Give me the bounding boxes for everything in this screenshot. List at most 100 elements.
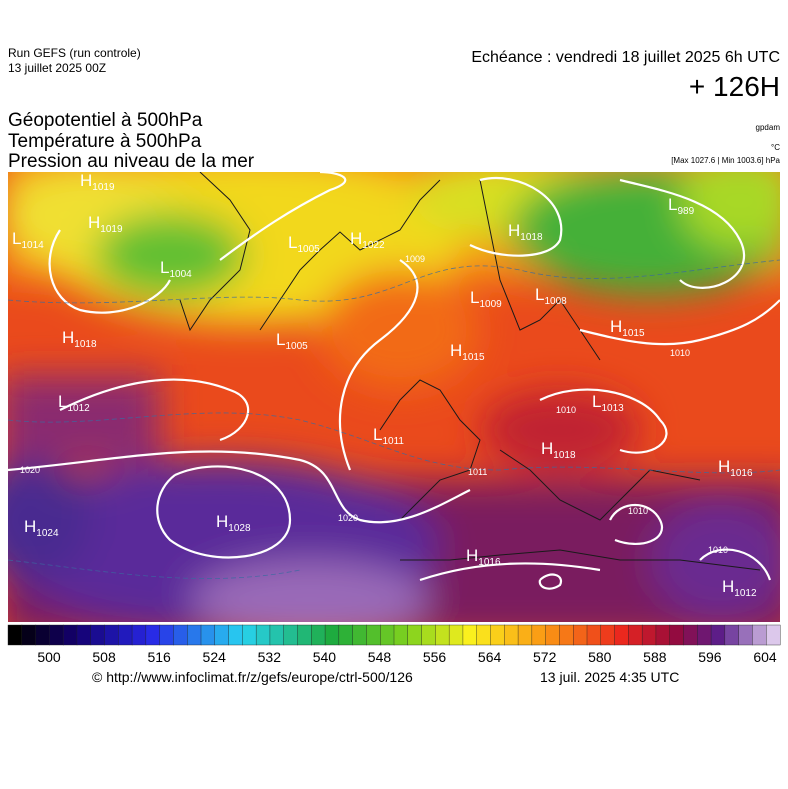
- pressure-center: L1011: [373, 425, 404, 447]
- isobar-label: 1020: [20, 465, 40, 475]
- pressure-center: H1016: [718, 457, 753, 479]
- pressure-center: H1018: [62, 328, 97, 350]
- colorbar-swatch: [311, 624, 326, 646]
- colorbar-swatch: [366, 624, 381, 646]
- center-value: 1015: [622, 328, 645, 339]
- colorbar-swatch: [738, 624, 753, 646]
- center-value: 1019: [92, 182, 115, 193]
- colorbar-swatch: [504, 624, 519, 646]
- colorbar-tick-label: 532: [258, 649, 282, 665]
- colorbar-swatch: [641, 624, 657, 646]
- pressure-center: H1015: [610, 317, 645, 339]
- center-value: 1008: [544, 296, 567, 307]
- pressure-center: H1019: [80, 171, 115, 193]
- colorbar-swatch: [462, 624, 478, 646]
- colorbar-tick-label: 508: [92, 649, 116, 665]
- center-letter: H: [718, 457, 730, 476]
- pressure-center: L1009: [470, 288, 502, 310]
- colorbar-tick-label: 540: [313, 649, 337, 665]
- isobar-label: 1009: [405, 254, 425, 264]
- colorbar-swatch: [435, 624, 450, 646]
- colorbar-swatch: [586, 624, 602, 646]
- unit-temperature: °C: [771, 143, 780, 152]
- generation-time: 13 juil. 2025 4:35 UTC: [540, 669, 679, 685]
- pressure-center: L1013: [592, 392, 624, 414]
- center-value: 1015: [462, 352, 485, 363]
- center-letter: H: [610, 317, 622, 336]
- center-value: 1018: [553, 450, 576, 461]
- colorbar-swatch: [766, 624, 781, 646]
- title-pressure: Pression au niveau de la mer: [8, 151, 255, 172]
- center-letter: L: [12, 229, 21, 248]
- center-letter: L: [470, 288, 479, 307]
- colorbar-swatch: [187, 624, 202, 646]
- colorbar-swatch: [476, 624, 492, 646]
- colorbar-tick-label: 500: [37, 649, 61, 665]
- center-letter: H: [216, 512, 228, 531]
- center-value: 1012: [734, 588, 757, 599]
- colorbar-tick-label: 588: [643, 649, 667, 665]
- colorbar-swatch: [242, 624, 257, 646]
- colorbar-swatch: [297, 624, 312, 646]
- colorbar-swatch: [76, 624, 92, 646]
- colorbar-swatch: [752, 624, 767, 646]
- pressure-center: L1014: [12, 229, 44, 251]
- center-value: 1022: [362, 240, 385, 251]
- colorbar-swatch: [338, 624, 354, 646]
- center-letter: L: [288, 233, 297, 252]
- colorbar-swatch: [490, 624, 505, 646]
- pressure-center: L1005: [276, 330, 308, 352]
- colorbar-tick-label: 516: [147, 649, 171, 665]
- colorbar-swatch: [49, 624, 64, 646]
- colorbar-swatch: [104, 624, 119, 646]
- title-geopotential: Géopotentiel à 500hPa: [8, 110, 203, 131]
- title-temperature: Température à 500hPa: [8, 131, 202, 152]
- pressure-center: L1012: [58, 392, 90, 414]
- pressure-center: H1028: [216, 512, 251, 534]
- colorbar-swatch: [655, 624, 671, 646]
- center-value: 989: [677, 206, 694, 217]
- colorbar-tick-label: 548: [368, 649, 392, 665]
- center-letter: H: [466, 546, 478, 565]
- source-url: © http://www.infoclimat.fr/z/gefs/europe…: [92, 669, 413, 685]
- isobar-label: 1020: [338, 513, 358, 523]
- colorbar-swatch: [7, 624, 23, 646]
- pressure-center: L1005: [288, 233, 320, 255]
- colorbar-tick-label: 580: [588, 649, 612, 665]
- center-letter: H: [88, 213, 100, 232]
- colorbar-swatch: [380, 624, 395, 646]
- center-letter: L: [160, 258, 169, 277]
- colorbar-swatch: [200, 624, 216, 646]
- center-value: 1012: [67, 403, 90, 414]
- center-value: 1016: [730, 468, 753, 479]
- colorbar-swatch: [118, 624, 133, 646]
- center-letter: H: [508, 221, 520, 240]
- isobar-label: 1010: [556, 405, 576, 415]
- center-letter: H: [450, 341, 462, 360]
- pressure-center: H1018: [541, 439, 576, 461]
- center-value: 1019: [100, 224, 123, 235]
- colorbar-swatch: [517, 624, 533, 646]
- colorbar-swatch: [710, 624, 726, 646]
- colorbar-tick-label: 604: [753, 649, 777, 665]
- colorbar-swatch: [228, 624, 243, 646]
- center-value: 1024: [36, 528, 59, 539]
- center-letter: L: [535, 285, 544, 304]
- center-value: 1004: [169, 269, 192, 280]
- run-date: 13 juillet 2025 00Z: [8, 61, 106, 75]
- colorbar-swatch: [21, 624, 37, 646]
- colorbar-tick-label: 556: [423, 649, 447, 665]
- unit-pressure: [Max 1027.6 | Min 1003.6] hPa: [671, 156, 780, 165]
- pressure-center: H1019: [88, 213, 123, 235]
- pressure-center: H1016: [466, 546, 501, 568]
- center-letter: L: [373, 425, 382, 444]
- colorbar-tick-label: 572: [533, 649, 557, 665]
- center-value: 1028: [228, 523, 251, 534]
- colorbar-swatch: [573, 624, 588, 646]
- colorbar-swatch: [131, 624, 147, 646]
- lead-time: + 126H: [689, 71, 780, 102]
- pressure-center: L1004: [160, 258, 192, 280]
- colorbar-swatch: [352, 624, 367, 646]
- colorbar-swatch: [407, 624, 423, 646]
